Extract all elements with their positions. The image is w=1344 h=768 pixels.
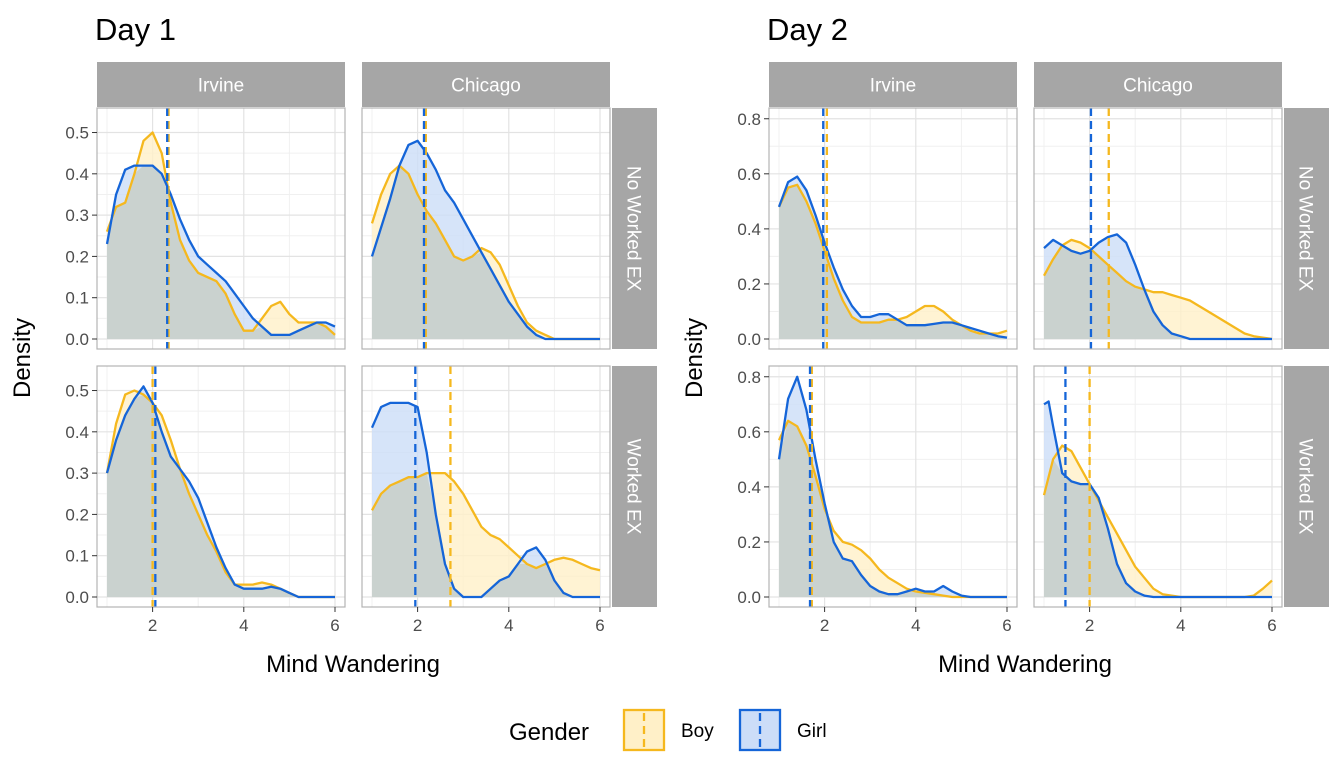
legend: Gender Boy Girl [509,708,827,752]
x-tick-label: 2 [148,616,157,635]
strip-column-bg [97,62,345,107]
chart-title: Day 1 [95,12,176,47]
panel-border [361,107,611,350]
y-tick-label: 0.6 [737,423,761,442]
y-tick-label: 0.2 [737,533,761,552]
panel-irvine-worked-ex: 0.0 0.1 0.2 0.3 0.4 0.5 2 4 6 [65,365,346,635]
day-panel-group-1: Day 1 Irvine Chicago No Worked EX Worked EX 0… [9,12,657,678]
x-tick-label: 2 [1085,616,1094,635]
y-tick-label: 0.1 [65,547,89,566]
y-tick-label: 0.8 [737,110,761,129]
density-overlap-area [1044,459,1272,597]
x-tick-label: 4 [504,616,513,635]
panel-border [96,365,346,608]
legend-title: Gender [509,719,589,746]
panel-irvine-no-worked-ex: 0.0 0.1 0.2 0.3 0.4 0.5 [65,107,346,350]
strip-row-label: No Worked EX [623,166,644,292]
y-tick-label: 0.0 [65,330,89,349]
density-line-girl [105,385,335,599]
x-axis-title: Mind Wandering [938,651,1112,678]
density-line-boy [370,471,601,572]
panel-chicago-no-worked-ex [1033,107,1283,350]
legend-label-girl: Girl [797,721,827,742]
density-line-boy [777,183,1008,335]
strip-column-label: Chicago [451,76,521,97]
y-tick-label: 0.6 [737,165,761,184]
density-overlap-area [107,165,335,339]
strip-row-label: Worked EX [623,439,644,535]
y-tick-label: 0.4 [65,423,89,442]
y-tick-label: 0.4 [65,165,89,184]
x-tick-label: 4 [239,616,248,635]
strip-column-bg [362,62,610,107]
x-tick-label: 6 [1002,616,1011,635]
density-overlap-area [1044,245,1272,339]
panel-border [361,365,611,608]
density-overlap-area [779,184,1007,339]
y-tick-label: 0.5 [65,124,89,143]
x-tick-label: 2 [413,616,422,635]
chart-title: Day 2 [767,12,848,47]
strip-row-bg [1284,366,1329,607]
panel-border [1033,365,1283,608]
x-tick-label: 2 [820,616,829,635]
density-line-girl [777,375,1007,599]
y-tick-label: 0.3 [65,464,89,483]
legend-label-boy: Boy [681,721,714,742]
panel-irvine-worked-ex: 0.0 0.2 0.4 0.6 0.8 2 4 6 [737,365,1018,635]
density-line-boy [1042,238,1273,341]
density-line-girl [370,139,600,341]
y-tick-label: 0.0 [737,330,761,349]
panel-chicago-worked-ex: 2 4 6 [361,365,611,635]
x-tick-label: 6 [595,616,604,635]
x-tick-label: 6 [1267,616,1276,635]
strip-column-bg [1034,62,1282,107]
y-tick-label: 0.2 [65,505,89,524]
density-line-girl [370,401,600,599]
y-axis-title: Density [9,318,36,398]
y-tick-label: 0.4 [737,478,761,497]
strip-row-label: Worked EX [1295,439,1316,535]
strip-column-label: Chicago [1123,76,1193,97]
y-tick-label: 0.3 [65,206,89,225]
strip-column-bg [769,62,1017,107]
density-line-girl [777,175,1008,339]
density-overlap-area [372,165,600,339]
density-line-girl [105,164,336,337]
y-tick-label: 0.2 [737,275,761,294]
panel-border [1033,107,1283,350]
strip-row-bg [612,108,657,349]
density-overlap-area [779,420,1007,597]
panel-chicago-worked-ex: 2 4 6 [1033,365,1283,635]
panel-irvine-no-worked-ex: 0.0 0.2 0.4 0.6 0.8 [737,107,1018,350]
density-overlap-area [107,394,335,597]
y-tick-label: 0.1 [65,289,89,308]
x-tick-label: 4 [1176,616,1185,635]
strip-row-bg [1284,108,1329,349]
strip-column-label: Irvine [198,76,244,97]
day-panel-group-2: Day 2 Irvine Chicago No Worked EX Worked EX 0… [681,12,1329,678]
y-tick-label: 0.2 [65,247,89,266]
y-tick-label: 0.0 [65,588,89,607]
y-tick-label: 0.8 [737,368,761,387]
density-line-girl [1043,400,1272,599]
y-tick-label: 0.4 [737,220,761,239]
panel-border [96,107,346,350]
strip-row-label: No Worked EX [1295,166,1316,292]
strip-row-bg [612,366,657,607]
y-tick-label: 0.5 [65,382,89,401]
density-line-boy [105,131,336,336]
strip-column-label: Irvine [870,76,916,97]
panel-chicago-no-worked-ex [361,107,611,350]
x-axis-title: Mind Wandering [266,651,440,678]
density-line-girl [1043,233,1272,341]
y-axis-title: Density [681,318,708,398]
x-tick-label: 6 [330,616,339,635]
x-tick-label: 4 [911,616,920,635]
y-tick-label: 0.0 [737,588,761,607]
